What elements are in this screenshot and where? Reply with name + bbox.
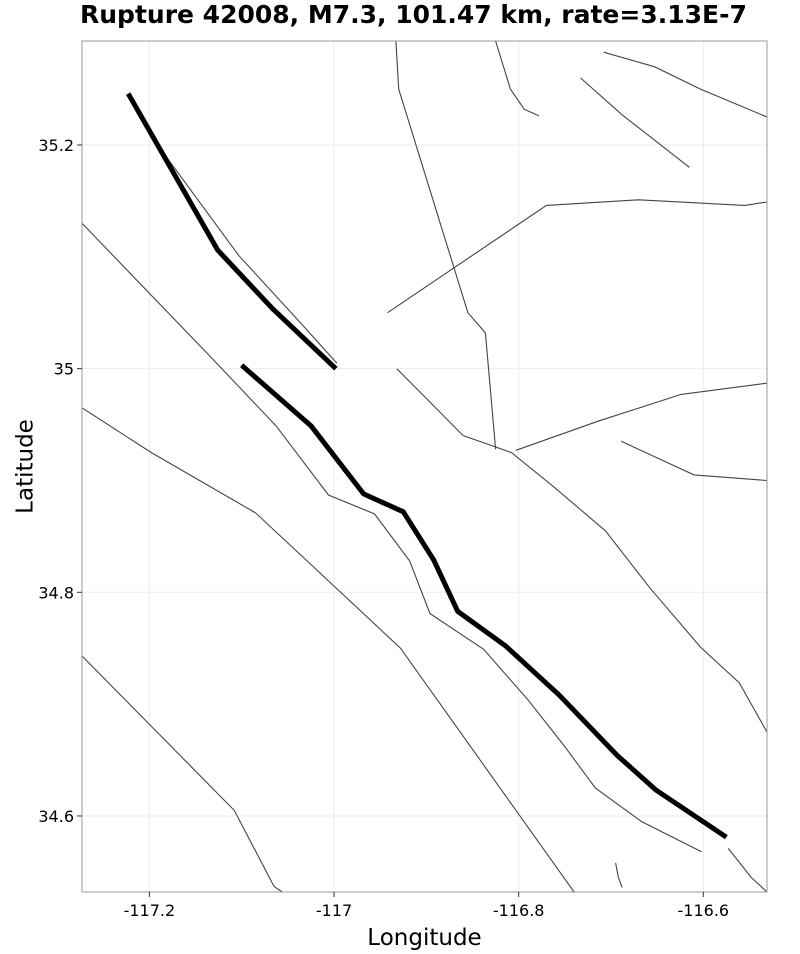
x-axis-label: Longitude [367,925,481,951]
fault-line [515,382,768,451]
x-tick-label: -116.6 [678,901,730,920]
y-axis-label: Latitude [13,419,39,514]
y-axis-ticks: 34.6 34.8 35 35.2 [38,136,82,826]
x-tick-label: -117 [316,901,352,920]
fault-line [580,77,690,168]
rupture-traces [126,92,728,840]
fault-line [81,655,283,893]
fault-line [620,440,768,482]
fault-traces [81,40,768,893]
x-axis-ticks: -117.2 -117 -116.8 -116.6 [124,892,729,920]
rupture-line [126,92,338,371]
x-tick-label: -117.2 [124,901,176,920]
fault-line [81,222,702,853]
fault-line [395,40,497,450]
rupture-line [240,363,728,840]
y-tick-label: 35.2 [38,136,74,155]
fault-line [603,51,768,118]
y-tick-label: 34.6 [38,807,74,826]
fault-line [727,848,768,893]
y-tick-label: 35 [54,360,74,379]
x-tick-label: -116.8 [493,901,545,920]
fault-line [81,407,575,893]
fault-line [615,862,623,888]
fault-line [148,133,338,364]
plot-frame [81,40,768,893]
grid-lines [82,41,767,892]
fault-line [495,40,540,117]
fault-line [396,368,768,733]
chart-title: Rupture 42008, M7.3, 101.47 km, rate=3.1… [80,0,747,29]
y-tick-label: 34.8 [38,583,74,602]
fault-line [387,199,768,314]
